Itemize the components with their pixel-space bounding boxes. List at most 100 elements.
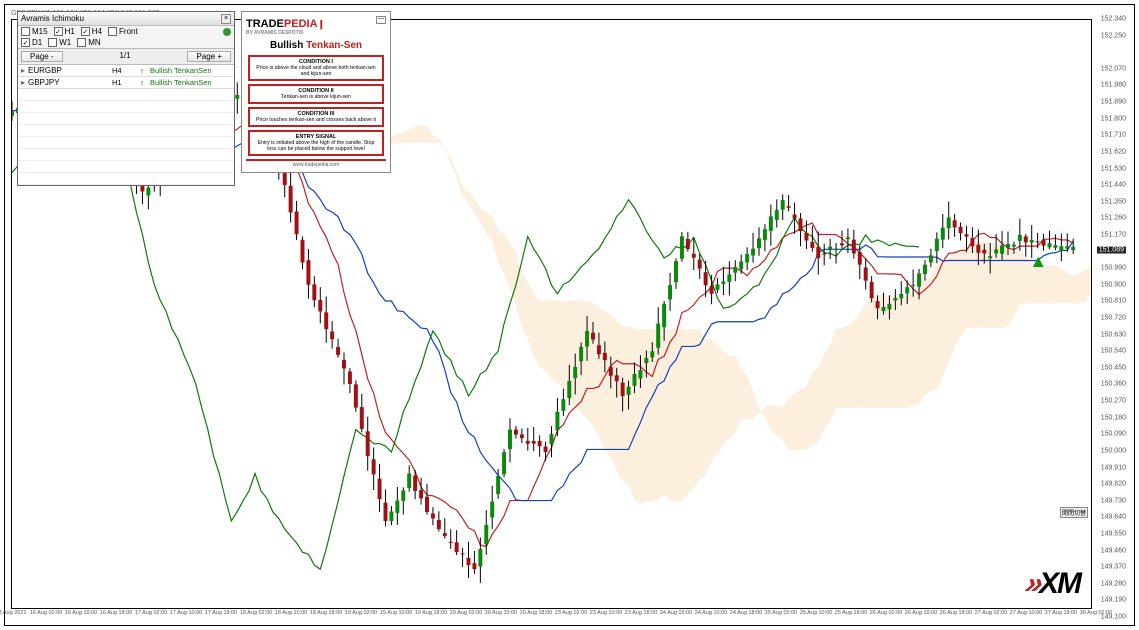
- y-tick: 149.280: [1101, 580, 1126, 587]
- x-tick: 27 Aug 10:00: [1010, 610, 1042, 616]
- signal-symbol: GBPJPY: [28, 78, 112, 87]
- x-tick: 17 Aug 10:00: [170, 610, 202, 616]
- page-next-button[interactable]: Page +: [187, 51, 231, 62]
- close-icon[interactable]: ×: [221, 14, 231, 24]
- indicator-panel[interactable]: Avramis Ichimoku × M15✓H1✓H4Front ✓D1W1M…: [17, 11, 235, 186]
- timeframe-checkbox[interactable]: ✓H1: [54, 27, 75, 36]
- y-tick: 149.190: [1101, 597, 1126, 604]
- signal-row[interactable]: ▸ GBPJPY H1 ↑ Bullish TenkanSen: [18, 77, 234, 89]
- empty-row: [18, 125, 234, 137]
- y-tick: 151.350: [1101, 198, 1126, 205]
- y-tick: 149.460: [1101, 547, 1126, 554]
- empty-row: [18, 173, 234, 185]
- panel-header[interactable]: Avramis Ichimoku ×: [18, 12, 234, 26]
- x-tick: 16 Aug 10:00: [65, 610, 97, 616]
- y-tick: 149.370: [1101, 564, 1126, 571]
- x-tick: 18 Aug 18:00: [310, 610, 342, 616]
- x-tick: 27 Aug 02:00: [975, 610, 1007, 616]
- y-tick: 150.810: [1101, 298, 1126, 305]
- timeframe-checkbox[interactable]: M15: [21, 27, 48, 36]
- y-tick: 151.890: [1101, 99, 1126, 106]
- signal-symbol: EURGBP: [28, 66, 112, 75]
- timeframe-row-1: M15 ✓H1 ✓H4 Front: [18, 26, 234, 37]
- timeframe-checkbox[interactable]: Front: [108, 27, 138, 36]
- y-axis: 152.340152.250152.070151.980151.890151.8…: [1094, 19, 1128, 609]
- x-tick: 18 Aug 02:00: [240, 610, 272, 616]
- page-prev-button[interactable]: Page -: [21, 51, 63, 62]
- y-tick: 150.450: [1101, 364, 1126, 371]
- empty-row: [18, 161, 234, 173]
- y-tick: 150.540: [1101, 348, 1126, 355]
- y-tick: 152.340: [1101, 16, 1126, 23]
- signal-row[interactable]: ▸ EURGBP H4 ↑ Bullish TenkanSen: [18, 65, 234, 77]
- y-tick: 149.820: [1101, 481, 1126, 488]
- x-tick: 25 Aug 10:00: [800, 610, 832, 616]
- signal-name: Bullish TenkanSen: [150, 78, 234, 87]
- pager: Page - 1/1 Page +: [18, 48, 234, 65]
- y-tick: 149.550: [1101, 530, 1126, 537]
- x-tick: 16 Aug 02:00: [30, 610, 62, 616]
- condition-box: CONDITION IITenkan-sen is above kijun-se…: [248, 84, 384, 104]
- empty-row: [18, 113, 234, 125]
- x-tick: 26 Aug 02:00: [870, 610, 902, 616]
- signal-arrow: ▲: [1029, 252, 1047, 270]
- x-tick: 30 Aug 02:00: [1080, 610, 1112, 616]
- x-tick: 26 Aug 18:00: [940, 610, 972, 616]
- x-tick: 24 Aug 02:00: [660, 610, 692, 616]
- y-tick: 150.630: [1101, 331, 1126, 338]
- x-tick: 20 Aug 02:00: [450, 610, 482, 616]
- y-tick: 150.090: [1101, 431, 1126, 438]
- timeframe-checkbox[interactable]: ✓D1: [21, 38, 42, 47]
- signal-name: Bullish TenkanSen: [150, 66, 234, 75]
- signal-results: ▸ EURGBP H4 ↑ Bullish TenkanSen▸ GBPJPY …: [18, 65, 234, 185]
- x-tick: 19 Aug 02:00: [345, 610, 377, 616]
- y-tick: 150.270: [1101, 398, 1126, 405]
- price-tag: 151.089: [1097, 246, 1126, 253]
- condition-box: CONDITION IIIPrice touches tenkan-sen an…: [248, 107, 384, 127]
- expand-icon[interactable]: ▸: [18, 66, 28, 75]
- panel-title: Avramis Ichimoku: [21, 14, 84, 23]
- y-tick: 149.730: [1101, 497, 1126, 504]
- y-tick: 150.900: [1101, 281, 1126, 288]
- nav-button[interactable]: 開閉切替: [1060, 507, 1088, 518]
- x-tick: 23 Aug 02:00: [555, 610, 587, 616]
- y-tick: 150.180: [1101, 414, 1126, 421]
- x-tick: 26 Aug 10:00: [905, 610, 937, 616]
- timeframe-checkbox[interactable]: MN: [77, 38, 100, 47]
- y-tick: 152.250: [1101, 32, 1126, 39]
- expand-icon[interactable]: ▸: [18, 78, 28, 87]
- y-tick: 150.720: [1101, 315, 1126, 322]
- y-tick: 151.980: [1101, 82, 1126, 89]
- y-tick: 151.800: [1101, 115, 1126, 122]
- timeframe-row-2: ✓D1 W1 MN: [18, 37, 234, 48]
- x-tick: 23 Aug 18:00: [625, 610, 657, 616]
- x-tick: 27 Aug 18:00: [1045, 610, 1077, 616]
- status-dot: [223, 28, 231, 36]
- x-tick: 19 Aug 10:00: [380, 610, 412, 616]
- x-tick: 13 Aug 2021: [0, 610, 26, 616]
- y-tick: 150.000: [1101, 447, 1126, 454]
- y-tick: 150.990: [1101, 265, 1126, 272]
- signal-timeframe: H4: [112, 66, 134, 75]
- x-tick: 19 Aug 18:00: [415, 610, 447, 616]
- tradepedia-logo: TRADEPEDIA❙ BY AVRAMIS DESPOTIS: [246, 18, 386, 36]
- signal-timeframe: H1: [112, 78, 134, 87]
- y-tick: 149.640: [1101, 514, 1126, 521]
- y-tick: 151.440: [1101, 182, 1126, 189]
- timeframe-checkbox[interactable]: W1: [48, 38, 71, 47]
- x-tick: 17 Aug 18:00: [205, 610, 237, 616]
- timeframe-checkbox[interactable]: ✓H4: [81, 27, 102, 36]
- info-footer: www.tradepedia.com: [246, 159, 386, 168]
- empty-row: [18, 101, 234, 113]
- y-tick: 151.620: [1101, 148, 1126, 155]
- x-tick: 24 Aug 18:00: [730, 610, 762, 616]
- condition-box: ENTRY SIGNALEntry is initiated above the…: [248, 130, 384, 156]
- x-tick: 25 Aug 18:00: [835, 610, 867, 616]
- x-tick: 23 Aug 10:00: [590, 610, 622, 616]
- x-axis: 13 Aug 202116 Aug 02:0016 Aug 10:0016 Au…: [11, 610, 1092, 620]
- minimize-icon[interactable]: —: [376, 16, 386, 24]
- y-tick: 150.360: [1101, 381, 1126, 388]
- xm-logo: »XM: [1026, 567, 1080, 601]
- info-card[interactable]: — TRADEPEDIA❙ BY AVRAMIS DESPOTIS Bullis…: [241, 11, 391, 173]
- x-tick: 16 Aug 18:00: [100, 610, 132, 616]
